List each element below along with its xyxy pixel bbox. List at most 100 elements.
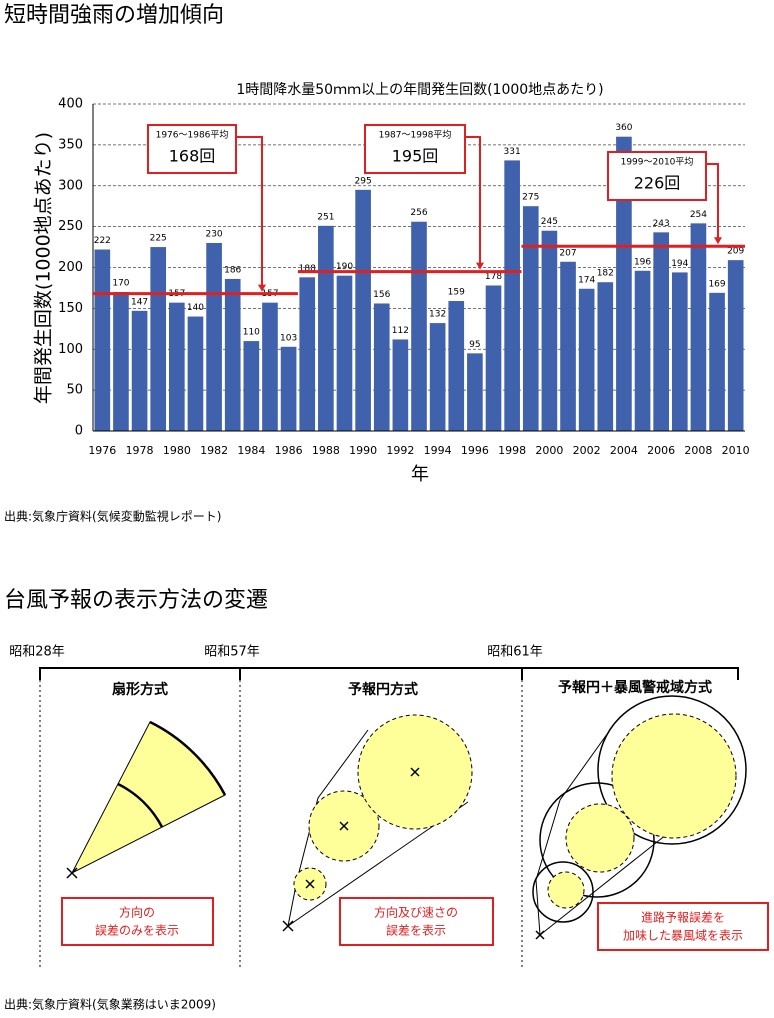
x-tick-label: 1992 (386, 444, 414, 457)
bar (522, 206, 539, 431)
x-tick-label: 2004 (610, 444, 638, 457)
era-label: 昭和57年 (204, 645, 260, 660)
annotation-box (147, 124, 237, 174)
data-label: 132 (429, 310, 446, 320)
source: 出典:気象庁資料(気象業務はいま2009) (4, 997, 216, 1012)
bar (318, 225, 334, 431)
x-tick-label: 1982 (200, 444, 228, 457)
bar (467, 353, 483, 431)
y-tick-label: 300 (58, 178, 83, 193)
data-label: 110 (243, 328, 260, 338)
bar (597, 282, 614, 431)
x-tick-label: 2010 (722, 444, 750, 457)
bar (150, 247, 167, 431)
x-tick-label: 1980 (163, 444, 191, 457)
data-label: 256 (410, 208, 427, 218)
data-label: 182 (597, 269, 614, 279)
arrow-head (476, 262, 484, 270)
data-label: 140 (187, 303, 204, 313)
bar (485, 285, 502, 431)
data-label: 112 (392, 326, 409, 336)
bar (671, 272, 688, 431)
data-label: 95 (469, 340, 480, 350)
annotation-arrow (236, 136, 263, 286)
annotation-value: 195回 (392, 147, 439, 166)
y-tick-label: 200 (58, 260, 83, 275)
bar (411, 221, 427, 431)
data-label: 159 (448, 288, 465, 298)
bar (560, 261, 576, 431)
bar (373, 303, 390, 431)
annotation-arrow (465, 136, 481, 264)
caption: 誤差のみを表示 (95, 923, 179, 938)
data-label: 169 (708, 279, 725, 289)
data-label: 186 (224, 265, 241, 275)
bar (690, 223, 707, 431)
x-axis-label: 年 (411, 464, 429, 485)
bar (578, 288, 595, 431)
y-tick-label: 350 (58, 137, 83, 152)
data-label: 230 (205, 229, 222, 239)
caption-box (597, 902, 769, 951)
data-label: 254 (690, 210, 707, 220)
x-tick-label: 1994 (424, 444, 452, 457)
bar (113, 292, 129, 431)
x-tick-label: 2006 (647, 444, 675, 457)
method-title: 扇形方式 (112, 681, 168, 698)
data-label: 243 (653, 219, 670, 229)
caption: 方向及び速さの (374, 905, 458, 920)
arrow-head (714, 237, 722, 245)
bar (336, 275, 353, 431)
y-tick-label: 50 (66, 383, 83, 398)
bar (299, 277, 316, 431)
bar (206, 242, 222, 431)
x-tick-label: 2008 (684, 444, 712, 457)
bar (727, 260, 744, 431)
bar (131, 310, 148, 431)
x-tick-label: 2002 (573, 444, 601, 457)
caption-box (61, 897, 214, 946)
data-label: 156 (373, 290, 390, 300)
data-label: 103 (280, 333, 297, 343)
data-label: 170 (112, 279, 129, 289)
data-label: 209 (727, 247, 744, 257)
bar (169, 302, 185, 431)
bar (429, 323, 446, 431)
source: 出典:気象庁資料(気候変動監視レポート) (4, 509, 221, 524)
fan-diagram (66, 720, 227, 879)
bar (224, 278, 241, 431)
bar (709, 292, 725, 431)
bar (653, 232, 669, 431)
annotation-value: 168回 (169, 147, 216, 166)
data-label: 275 (522, 193, 539, 203)
bar (94, 249, 111, 431)
annotation-label: 1987～1998平均 (379, 129, 452, 141)
bar (448, 301, 465, 431)
x-tick-label: 1990 (349, 444, 377, 457)
bar (355, 189, 371, 431)
bar (541, 230, 558, 431)
era-label: 昭和61年 (487, 645, 543, 660)
x-tick-label: 1976 (88, 444, 116, 457)
bar (243, 341, 260, 431)
bar (504, 160, 520, 431)
y-tick-label: 100 (58, 342, 83, 357)
x-tick-label: 1988 (312, 444, 340, 457)
x-tick-label: 1984 (237, 444, 265, 457)
data-label: 178 (485, 272, 502, 282)
y-tick-label: 0 (75, 424, 83, 439)
x-tick-label: 1978 (126, 444, 154, 457)
data-label: 331 (504, 147, 521, 157)
caption: 誤差を表示 (386, 923, 446, 938)
bar (187, 316, 204, 431)
x-tick-label: 1996 (461, 444, 489, 457)
circle-diagram (282, 714, 473, 932)
heading: 台風予報の表示方法の変遷 (4, 588, 268, 613)
bar (392, 339, 409, 431)
x-tick-label: 2000 (535, 444, 563, 457)
data-label: 225 (150, 234, 167, 244)
data-label: 245 (541, 217, 558, 227)
x-tick-label: 1986 (275, 444, 303, 457)
y-tick-label: 250 (58, 219, 83, 234)
